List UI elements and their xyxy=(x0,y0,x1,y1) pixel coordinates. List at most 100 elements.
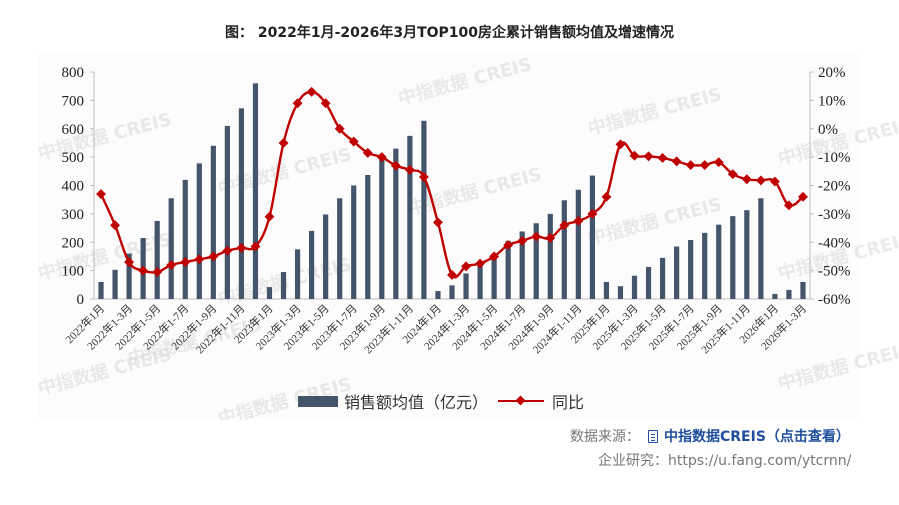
yoy-marker xyxy=(545,233,556,243)
source-link-text[interactable]: 中指数据CREIS（点击查看） xyxy=(664,429,850,445)
bar xyxy=(224,125,230,299)
bar xyxy=(519,231,525,299)
yoy-marker xyxy=(741,174,752,185)
left-tick-label: 800 xyxy=(62,65,85,81)
bar xyxy=(309,230,315,299)
bar xyxy=(617,286,624,299)
left-tick-label: 600 xyxy=(62,122,85,138)
bar xyxy=(505,240,511,299)
bar xyxy=(589,175,595,299)
watermark-text: 中指数据 CREIS xyxy=(36,228,174,285)
left-tick-label: 300 xyxy=(62,207,85,223)
bar xyxy=(561,200,567,299)
source-label: 数据来源： xyxy=(570,429,640,445)
right-tick-label: -40% xyxy=(818,235,851,251)
yoy-marker xyxy=(517,235,528,246)
yoy-marker xyxy=(601,191,612,202)
bar xyxy=(603,281,610,299)
yoy-marker xyxy=(769,176,780,187)
research-url[interactable]: https://u.fang.com/ytcrnn/ xyxy=(668,453,852,469)
yoy-marker xyxy=(503,240,514,251)
yoy-marker xyxy=(278,137,289,148)
yoy-marker xyxy=(194,254,205,265)
chart-title: 图： 2022年1月-2026年3月TOP100房企累计销售额均值及增速情况 xyxy=(224,25,675,41)
yoy-marker xyxy=(643,151,654,162)
yoy-marker xyxy=(587,208,598,219)
yoy-marker xyxy=(671,156,682,167)
right-tick-label: -30% xyxy=(818,207,851,223)
bar xyxy=(266,287,273,299)
bar xyxy=(379,159,385,299)
bar xyxy=(182,179,188,299)
right-tick-label: -60% xyxy=(818,292,851,308)
bar xyxy=(280,272,287,299)
yoy-marker xyxy=(713,157,724,168)
bar xyxy=(744,210,750,299)
watermark-text: 中指数据 CREIS xyxy=(396,53,534,110)
bar xyxy=(477,263,483,299)
yoy-marker xyxy=(208,251,219,262)
bar xyxy=(421,120,427,300)
yoy-marker xyxy=(306,86,317,97)
watermark-text: 中指数据 CREIS xyxy=(216,143,354,200)
yoy-marker xyxy=(250,241,261,252)
bar xyxy=(294,249,301,299)
yoy-marker xyxy=(180,257,191,268)
bar xyxy=(730,216,736,299)
bar xyxy=(491,253,497,299)
combo-chart: 中指数据 CREIS 中指数据 CREIS 中指数据 CREIS 中指数据 CREIS… xyxy=(36,53,899,420)
yoy-marker xyxy=(615,139,626,150)
research-link[interactable]: 企业研究：https://u.fang.com/ytcrnn/ xyxy=(598,450,851,470)
bar xyxy=(196,163,202,299)
right-tick-label: 0% xyxy=(818,122,838,138)
legend-bar-label: 销售额均值（亿元） xyxy=(344,393,489,412)
bar xyxy=(533,223,539,299)
yoy-marker xyxy=(475,258,486,269)
bar xyxy=(210,145,216,299)
bar xyxy=(337,198,343,299)
bar xyxy=(252,83,259,299)
bar xyxy=(407,135,413,299)
yoy-marker xyxy=(573,216,584,226)
yoy-marker xyxy=(699,160,710,171)
bar xyxy=(645,266,652,299)
yoy-marker xyxy=(418,172,429,182)
bar xyxy=(547,213,553,299)
bar xyxy=(98,281,104,299)
yoy-marker xyxy=(657,153,668,163)
bar xyxy=(786,289,792,299)
data-source: 数据来源： 中指数据CREIS（点击查看） xyxy=(570,426,850,446)
yoy-line xyxy=(99,90,804,279)
bar xyxy=(575,189,581,299)
yoy-marker xyxy=(755,175,766,186)
watermark-text: 中指数据 CREIS xyxy=(776,338,899,395)
yoy-marker xyxy=(138,265,149,276)
yoy-marker xyxy=(390,160,401,171)
bar xyxy=(435,291,441,299)
bar xyxy=(323,214,329,299)
left-tick-label: 400 xyxy=(62,179,85,195)
bar xyxy=(674,246,680,299)
legend-line-swatch xyxy=(498,395,545,407)
bar xyxy=(631,275,638,299)
bar xyxy=(154,220,160,299)
yoy-marker xyxy=(461,261,471,272)
bar xyxy=(449,285,455,299)
yoy-marker xyxy=(222,245,233,256)
yoy-marker xyxy=(348,136,359,147)
bar xyxy=(702,232,708,299)
bar xyxy=(112,269,118,299)
bar xyxy=(800,281,806,299)
yoy-marker xyxy=(110,220,121,231)
bar xyxy=(463,273,469,299)
yoy-marker xyxy=(798,191,808,202)
bar xyxy=(758,198,764,299)
yoy-marker xyxy=(362,147,373,158)
source-link[interactable]: 中指数据CREIS（点击查看） xyxy=(648,426,850,446)
legend-bar-swatch xyxy=(298,395,338,407)
yoy-marker xyxy=(447,269,457,280)
yoy-marker xyxy=(166,260,177,270)
right-tick-label: -50% xyxy=(818,264,851,280)
yoy-marker xyxy=(376,152,387,163)
left-tick-label: 700 xyxy=(62,93,85,109)
